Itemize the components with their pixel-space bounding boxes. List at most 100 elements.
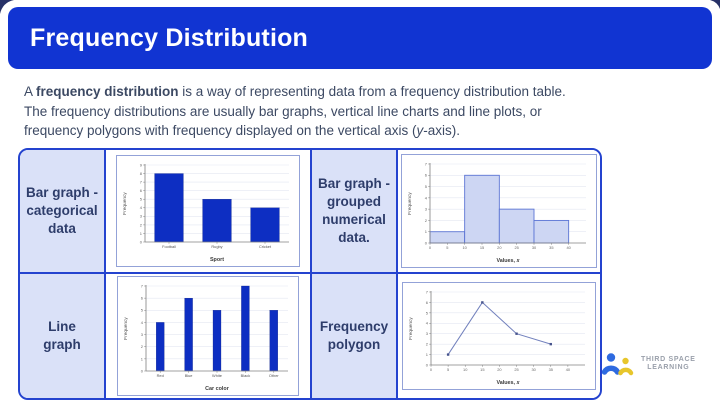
svg-text:6: 6	[426, 300, 429, 305]
brand-wordmark: THIRD SPACE LEARNING	[641, 356, 696, 372]
chart-frame: 0 1 2 3 4 5 6 7 8 9 Football Rugby Cricket Sport Frequ…	[116, 155, 300, 267]
brand-line-2: LEARNING	[647, 364, 690, 371]
svg-text:Values, x: Values, x	[496, 380, 520, 386]
svg-text:4: 4	[426, 321, 429, 326]
svg-text:40: 40	[566, 367, 571, 372]
svg-text:5: 5	[140, 197, 143, 202]
people-logo-icon	[602, 353, 634, 376]
examples-table: Bar graph - categorical data 0 1 2 3 4 5 6 7 8 9 F…	[18, 148, 602, 400]
svg-text:5: 5	[425, 184, 428, 189]
svg-text:Car color: Car color	[205, 386, 230, 392]
table-cell-frequency-polygon-label: Frequency polygon	[312, 274, 398, 398]
third-space-learning-logo: THIRD SPACE LEARNING	[602, 350, 696, 378]
svg-text:5: 5	[446, 245, 448, 250]
corner-accent-right	[710, 0, 720, 9]
svg-text:Values, x: Values, x	[496, 258, 520, 264]
svg-text:1: 1	[425, 229, 428, 234]
svg-text:5: 5	[447, 367, 449, 372]
svg-text:4: 4	[141, 320, 144, 325]
svg-text:20: 20	[497, 367, 502, 372]
svg-text:White: White	[212, 373, 222, 378]
svg-text:3: 3	[426, 331, 429, 336]
svg-text:6: 6	[141, 296, 144, 301]
chart-frame: 0 1 2 3 4 5 6 7 0 5 10 15 20 25 30 35 40 Values, x Frequen…	[402, 282, 596, 390]
svg-text:7: 7	[141, 283, 144, 288]
svg-text:1: 1	[141, 356, 144, 361]
svg-text:15: 15	[480, 245, 484, 250]
intro-paragraph: A frequency distribution is a way of rep…	[24, 82, 700, 141]
svg-text:0: 0	[426, 362, 429, 367]
svg-text:Frequency: Frequency	[407, 192, 413, 215]
svg-text:9: 9	[140, 162, 143, 167]
svg-text:3: 3	[141, 332, 144, 337]
chart-frame: 0 1 2 3 4 5 6 7 0 5 10 15 20 25 30 35 40 Values, x Frequen…	[401, 154, 597, 268]
svg-text:35: 35	[549, 245, 553, 250]
svg-text:30: 30	[532, 367, 537, 372]
svg-text:3: 3	[425, 207, 428, 212]
svg-text:5: 5	[426, 310, 429, 315]
table-cell-bar-grouped-label: Bar graph - grouped numerical data.	[312, 150, 398, 274]
svg-text:20: 20	[497, 245, 502, 250]
intro-line-1: A frequency distribution is a way of rep…	[24, 84, 566, 99]
bar-graph-categorical-chart: 0 1 2 3 4 5 6 7 8 9 Football Rugby Cricket Sport Frequ…	[122, 162, 289, 263]
table-cell-bar-categorical-label: Bar graph - categorical data	[20, 150, 106, 274]
svg-text:Frequency: Frequency	[408, 317, 414, 340]
y-axis-variable: y	[416, 123, 424, 138]
svg-text:1: 1	[140, 231, 143, 236]
svg-text:0: 0	[141, 368, 144, 373]
svg-text:10: 10	[463, 367, 468, 372]
svg-text:35: 35	[549, 367, 553, 372]
svg-text:Rugby: Rugby	[211, 244, 222, 249]
svg-text:4: 4	[140, 205, 143, 210]
page-title: Frequency Distribution	[30, 23, 309, 52]
svg-text:10: 10	[463, 245, 468, 250]
svg-text:Red: Red	[157, 373, 164, 378]
table-cell-bar-categorical-chart: 0 1 2 3 4 5 6 7 8 9 Football Rugby Cricket Sport Frequ…	[106, 150, 312, 274]
line-graph-chart: 0 1 2 3 4 5 6 7 Red Blue White Black Other Car color F…	[123, 283, 288, 392]
svg-text:2: 2	[425, 218, 428, 223]
svg-text:1: 1	[426, 352, 429, 357]
frequency-polygon-chart: 0 1 2 3 4 5 6 7 0 5 10 15 20 25 30 35 40 Values, x Frequen…	[408, 289, 585, 386]
svg-text:0: 0	[425, 240, 428, 245]
svg-text:Cricket: Cricket	[259, 244, 272, 249]
svg-text:4: 4	[425, 195, 428, 200]
svg-text:Football: Football	[162, 244, 176, 249]
intro-line-3: frequency polygons with frequency displa…	[24, 123, 460, 138]
table-cell-bar-grouped-chart: 0 1 2 3 4 5 6 7 0 5 10 15 20 25 30 35 40 Values, x Frequen…	[398, 150, 600, 274]
svg-text:7: 7	[140, 180, 143, 185]
table-cell-frequency-polygon-chart: 0 1 2 3 4 5 6 7 0 5 10 15 20 25 30 35 40 Values, x Frequen…	[398, 274, 600, 398]
svg-text:6: 6	[425, 173, 428, 178]
chart-frame: 0 1 2 3 4 5 6 7 Red Blue White Black Other Car color F…	[117, 276, 299, 396]
header-banner: Frequency Distribution	[8, 7, 712, 69]
svg-text:15: 15	[480, 367, 484, 372]
svg-text:2: 2	[140, 222, 143, 227]
svg-text:40: 40	[567, 245, 572, 250]
svg-text:0: 0	[430, 367, 433, 372]
intro-bold-term: frequency distribution	[36, 84, 179, 99]
svg-text:30: 30	[532, 245, 537, 250]
svg-text:0: 0	[140, 239, 143, 244]
svg-text:Blue: Blue	[185, 373, 193, 378]
svg-text:Frequency: Frequency	[123, 317, 129, 340]
table-cell-line-graph-chart: 0 1 2 3 4 5 6 7 Red Blue White Black Other Car color F…	[106, 274, 312, 398]
svg-text:7: 7	[425, 161, 428, 166]
svg-text:25: 25	[514, 367, 518, 372]
svg-text:5: 5	[141, 308, 144, 313]
brand-line-1: THIRD SPACE	[641, 356, 696, 363]
bar-graph-grouped-chart: 0 1 2 3 4 5 6 7 0 5 10 15 20 25 30 35 40 Values, x Frequen…	[407, 161, 586, 264]
svg-text:Other: Other	[269, 373, 279, 378]
svg-text:6: 6	[140, 188, 143, 193]
svg-text:8: 8	[140, 171, 143, 176]
svg-text:3: 3	[140, 214, 143, 219]
table-cell-line-graph-label: Line graph	[20, 274, 106, 398]
svg-text:Black: Black	[241, 373, 251, 378]
intro-line-2: The frequency distributions are usually …	[24, 103, 542, 119]
svg-text:0: 0	[429, 245, 432, 250]
svg-text:25: 25	[515, 245, 519, 250]
svg-text:2: 2	[426, 342, 429, 347]
svg-text:2: 2	[141, 344, 144, 349]
svg-text:Frequency: Frequency	[122, 192, 128, 215]
svg-text:7: 7	[426, 289, 429, 294]
svg-text:Sport: Sport	[210, 257, 224, 263]
